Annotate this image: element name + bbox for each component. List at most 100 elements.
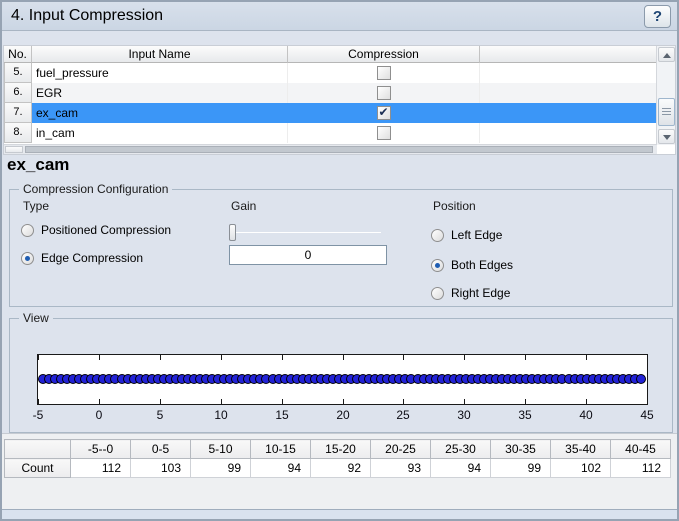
x-tick-label: 30 xyxy=(457,408,471,422)
count-value: 99 xyxy=(490,458,551,478)
bin-header: 10-15 xyxy=(250,439,311,459)
compression-cell xyxy=(288,103,480,123)
axis-tick xyxy=(160,355,161,360)
corner-cell xyxy=(4,439,71,459)
axis-tick xyxy=(586,355,587,360)
group-legend: View xyxy=(19,311,53,325)
bin-header: 5-10 xyxy=(190,439,251,459)
empty-cell xyxy=(480,123,675,143)
axis-tick xyxy=(343,399,344,404)
axis-tick xyxy=(99,399,100,404)
bottom-strip xyxy=(2,509,677,519)
row-number-cell[interactable]: 5. xyxy=(4,63,32,83)
table-row-in-cam[interactable]: 8. in_cam xyxy=(4,123,675,143)
axis-tick xyxy=(525,399,526,404)
grip-line xyxy=(662,108,671,109)
bin-header: 15-20 xyxy=(310,439,371,459)
axis-tick xyxy=(160,399,161,404)
scroll-left-button[interactable] xyxy=(5,146,23,153)
axis-tick xyxy=(403,399,404,404)
row-number-cell[interactable]: 7. xyxy=(4,103,32,123)
slider-thumb[interactable] xyxy=(229,224,236,241)
data-point xyxy=(636,374,646,384)
compression-checkbox[interactable] xyxy=(376,86,391,100)
axis-tick xyxy=(403,355,404,360)
row-number-cell[interactable]: 8. xyxy=(4,123,32,143)
input-name-cell[interactable]: fuel_pressure xyxy=(32,63,288,83)
counts-table-area: -5--0 0-5 5-10 10-15 15-20 20-25 25-30 3… xyxy=(2,433,677,509)
count-value: 94 xyxy=(250,458,311,478)
table-row-fuel-pressure[interactable]: 5. fuel_pressure xyxy=(4,63,675,83)
radio-right-edge[interactable]: Right Edge xyxy=(431,286,510,300)
gain-input[interactable]: 0 xyxy=(229,245,387,265)
column-header-input-name[interactable]: Input Name xyxy=(32,46,288,63)
bin-header: 40-45 xyxy=(610,439,671,459)
x-tick-label: -5 xyxy=(32,408,44,422)
radio-edge-compression[interactable]: Edge Compression xyxy=(21,251,143,265)
compression-checkbox[interactable] xyxy=(376,66,391,80)
slider-track[interactable] xyxy=(229,232,381,233)
column-header-empty[interactable] xyxy=(480,46,675,63)
compression-checkbox[interactable] xyxy=(376,126,391,140)
empty-cell xyxy=(480,83,675,103)
scroll-down-button[interactable] xyxy=(658,129,675,144)
axis-tick xyxy=(99,355,100,360)
input-name-cell[interactable]: in_cam xyxy=(32,123,288,143)
axis-tick xyxy=(647,399,648,404)
x-tick-label: 15 xyxy=(275,408,289,422)
input-name-cell[interactable]: ex_cam xyxy=(32,103,288,123)
x-axis-labels: -5 0 5 10 15 20 25 30 35 40 45 xyxy=(33,408,654,424)
column-header-no[interactable]: No. xyxy=(4,46,32,63)
axis-tick xyxy=(221,355,222,360)
radio-left-edge[interactable]: Left Edge xyxy=(431,228,502,242)
axis-tick xyxy=(38,399,39,404)
axis-tick xyxy=(525,355,526,360)
empty-cell xyxy=(480,103,675,123)
type-label: Type xyxy=(23,199,50,213)
radio-icon xyxy=(431,286,444,300)
grip-line xyxy=(662,111,671,112)
compression-configuration-group: Compression Configuration Type Gain Posi… xyxy=(9,182,673,307)
compression-checkbox[interactable] xyxy=(376,105,391,120)
input-name-cell[interactable]: EGR xyxy=(32,83,288,103)
vertical-scrollbar-thumb[interactable] xyxy=(658,98,675,126)
radio-icon xyxy=(21,251,34,265)
compression-cell xyxy=(288,63,480,83)
view-group: View -5 0 5 10 15 20 25 30 35 40 45 xyxy=(9,311,673,433)
compression-cell xyxy=(288,83,480,103)
table-row-egr[interactable]: 6. EGR xyxy=(4,83,675,103)
radio-label: Left Edge xyxy=(451,228,503,242)
row-number-cell[interactable]: 6. xyxy=(4,83,32,103)
bin-header: 0-5 xyxy=(130,439,191,459)
column-header-compression[interactable]: Compression xyxy=(288,46,480,63)
position-label: Position xyxy=(433,199,476,213)
input-table-header: No. Input Name Compression xyxy=(4,46,675,63)
compression-cell xyxy=(288,123,480,143)
horizontal-scrollbar-thumb[interactable] xyxy=(25,146,653,153)
table-row-ex-cam[interactable]: 7. ex_cam xyxy=(4,103,675,123)
count-row-label: Count xyxy=(4,458,71,478)
bin-header: -5--0 xyxy=(70,439,131,459)
axis-tick xyxy=(282,355,283,360)
gain-slider[interactable] xyxy=(229,224,381,241)
group-legend: Compression Configuration xyxy=(19,182,173,196)
count-value: 94 xyxy=(430,458,491,478)
bin-header: 30-35 xyxy=(490,439,551,459)
radio-both-edges[interactable]: Both Edges xyxy=(431,258,513,272)
count-value: 92 xyxy=(310,458,371,478)
vertical-scrollbar[interactable] xyxy=(656,46,675,145)
axis-tick xyxy=(38,355,39,360)
axis-tick xyxy=(221,399,222,404)
radio-positioned-compression[interactable]: Positioned Compression xyxy=(21,223,171,237)
gain-label: Gain xyxy=(231,199,257,213)
panel-titlebar: 4. Input Compression xyxy=(2,2,677,31)
horizontal-scrollbar[interactable] xyxy=(4,144,657,154)
x-tick-label: 25 xyxy=(396,408,410,422)
axis-tick xyxy=(282,399,283,404)
scroll-up-button[interactable] xyxy=(658,47,675,62)
help-button[interactable]: ? xyxy=(644,5,671,28)
radio-label: Positioned Compression xyxy=(41,223,172,237)
x-tick-label: 40 xyxy=(579,408,593,422)
bin-header: 25-30 xyxy=(430,439,491,459)
radio-icon xyxy=(431,258,444,272)
